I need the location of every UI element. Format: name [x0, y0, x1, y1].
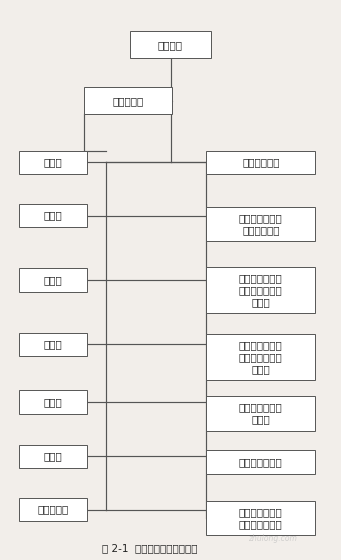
Text: 管道室: 管道室: [44, 275, 62, 285]
Text: 项目设计经理: 项目设计经理: [242, 157, 280, 167]
FancyBboxPatch shape: [19, 151, 87, 174]
Text: zhulong.com: zhulong.com: [248, 534, 297, 543]
Text: 公用工程室: 公用工程室: [37, 505, 69, 515]
FancyBboxPatch shape: [206, 207, 315, 241]
FancyBboxPatch shape: [206, 334, 315, 380]
FancyBboxPatch shape: [19, 333, 87, 356]
Text: 热工、给排水、
总图、暖通专业: 热工、给排水、 总图、暖通专业: [239, 507, 283, 529]
Text: 工艺室: 工艺室: [44, 211, 62, 221]
Text: 电仪室: 电仪室: [44, 397, 62, 407]
Text: 土建室: 土建室: [44, 451, 62, 461]
Text: 管道、布置、管
道机械、管道材
料专业: 管道、布置、管 道机械、管道材 料专业: [239, 273, 283, 307]
FancyBboxPatch shape: [206, 396, 315, 431]
Text: 化工设备、机械
设备、机泵、容
器专业: 化工设备、机械 设备、机泵、容 器专业: [239, 340, 283, 374]
FancyBboxPatch shape: [206, 267, 315, 313]
Text: 电气、电讯、仪
表专业: 电气、电讯、仪 表专业: [239, 402, 283, 424]
FancyBboxPatch shape: [19, 445, 87, 468]
Text: 公司经理: 公司经理: [158, 40, 183, 50]
Text: 设计部: 设计部: [44, 157, 62, 167]
FancyBboxPatch shape: [19, 268, 87, 292]
Text: 质量管理部: 质量管理部: [112, 96, 144, 106]
FancyBboxPatch shape: [206, 450, 315, 474]
FancyBboxPatch shape: [84, 87, 172, 114]
FancyBboxPatch shape: [130, 31, 211, 58]
FancyBboxPatch shape: [206, 151, 315, 174]
Text: 工艺、分析、环
保、劳安专业: 工艺、分析、环 保、劳安专业: [239, 213, 283, 235]
FancyBboxPatch shape: [206, 501, 315, 535]
Text: 设备室: 设备室: [44, 339, 62, 349]
FancyBboxPatch shape: [19, 204, 87, 227]
FancyBboxPatch shape: [19, 390, 87, 414]
Text: 图 2-1  设计工作矩阵式管理图: 图 2-1 设计工作矩阵式管理图: [102, 543, 198, 553]
FancyBboxPatch shape: [19, 498, 87, 521]
Text: 建筑、结构专业: 建筑、结构专业: [239, 457, 283, 467]
